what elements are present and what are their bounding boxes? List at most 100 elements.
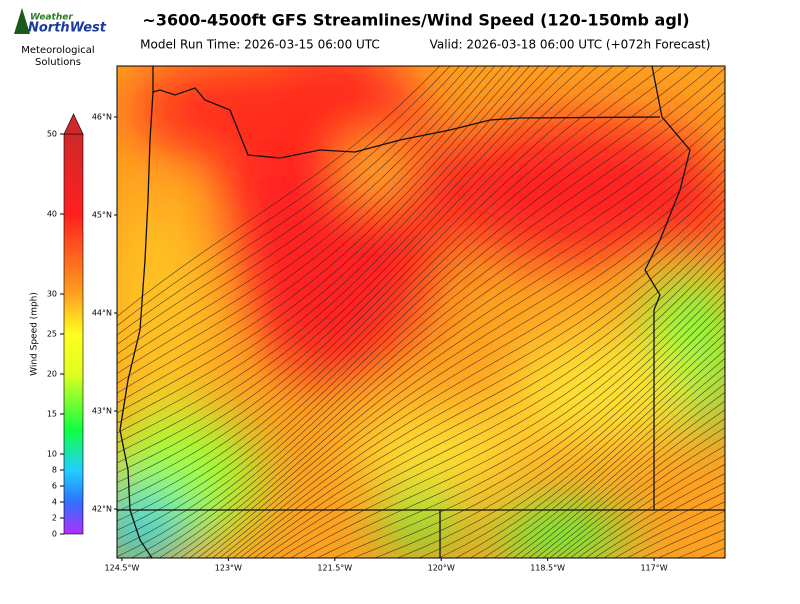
streamline	[246, 225, 725, 558]
streamline	[158, 115, 725, 558]
streamline	[593, 482, 725, 558]
streamline	[117, 66, 513, 394]
streamline	[117, 66, 441, 317]
streamline	[204, 169, 725, 558]
streamline	[469, 349, 725, 558]
y-tick-label: 42°N	[92, 504, 112, 513]
streamline	[493, 366, 725, 558]
streamline	[145, 103, 725, 558]
colorbar: Wind Speed (mph) 0 2 4 6 8 10 15 20 25 30 40 50	[30, 113, 84, 539]
streamline	[396, 317, 725, 558]
y-tick-label: 46°N	[92, 112, 112, 121]
x-tick-label: 123°W	[215, 564, 242, 573]
streamline	[239, 216, 725, 558]
colorbar-tick-label: 4	[52, 498, 57, 507]
model-run: Model Run Time: 2026-03-15 06:00 UTC	[140, 38, 380, 52]
streamline	[117, 66, 496, 374]
streamline	[117, 66, 487, 365]
streamline	[776, 0, 800, 600]
x-tick-label: 120°W	[428, 564, 455, 573]
streamline	[225, 198, 725, 558]
coastline	[119, 91, 154, 558]
streamline	[603, 491, 725, 558]
streamline	[117, 66, 561, 444]
y-tick-label: 44°N	[92, 308, 112, 317]
colorbar-tick-label: 20	[47, 370, 57, 379]
streamline	[117, 66, 585, 464]
streamline	[788, 0, 800, 600]
streamline	[577, 463, 725, 558]
logo: Weather NorthWest Meteorological Solutio…	[14, 8, 107, 68]
streamline	[333, 292, 725, 558]
streamline	[542, 418, 725, 558]
streamline	[728, 0, 800, 600]
colorbar-tick-label: 50	[47, 130, 57, 139]
streamline	[585, 473, 725, 558]
streamline	[752, 0, 800, 600]
colorbar-label: Wind Speed (mph)	[30, 292, 40, 376]
streamline	[117, 66, 461, 336]
logo-line: Meteorological	[21, 45, 94, 56]
streamline	[418, 325, 725, 558]
streamline	[614, 501, 725, 558]
logo-line: Solutions	[35, 57, 81, 68]
streamline	[117, 66, 550, 434]
valid-time: Valid: 2026-03-18 06:00 UTC (+072h Forec…	[430, 38, 711, 52]
streamline	[117, 66, 630, 493]
colorbar-tick-label: 25	[47, 330, 57, 339]
streamline	[188, 148, 725, 558]
colorbar-tick-label: 15	[47, 410, 57, 419]
streamline	[232, 207, 725, 558]
logo-top: Weather	[30, 13, 73, 23]
streamline	[117, 66, 614, 483]
streamline	[117, 79, 725, 557]
streamline	[437, 333, 725, 558]
x-tick-label: 118.5°W	[530, 564, 565, 573]
border	[644, 66, 691, 510]
map-frame	[116, 65, 726, 559]
streamline	[562, 445, 725, 558]
border	[152, 66, 661, 159]
streamline	[716, 0, 800, 600]
streamline	[180, 137, 725, 558]
streamline	[197, 158, 725, 558]
streamline	[117, 66, 599, 474]
streamline	[117, 66, 714, 540]
streamline	[117, 66, 451, 327]
streamline	[569, 454, 725, 558]
streamline	[117, 66, 504, 384]
streamline	[117, 66, 470, 345]
streamline	[503, 374, 725, 558]
streamline	[117, 66, 665, 512]
streamline	[352, 300, 725, 558]
colorbar-tick-label: 8	[52, 466, 57, 475]
colorbar-ramp	[63, 133, 84, 535]
streamline	[117, 66, 530, 414]
streamline	[117, 66, 682, 522]
streamline	[117, 66, 572, 454]
streamline	[117, 66, 521, 404]
streamline	[261, 243, 725, 558]
streamline	[374, 309, 725, 558]
x-tick-label: 121.5°W	[317, 564, 352, 573]
colorbar-tick-label: 10	[47, 450, 57, 459]
colorbar-tick-label: 6	[52, 482, 57, 491]
streamline	[764, 0, 800, 600]
colorbar-tick-label: 40	[47, 210, 57, 219]
streamline	[316, 284, 725, 558]
streamline	[130, 91, 725, 558]
y-tick-label: 45°N	[92, 210, 112, 219]
x-tick-label: 124.5°W	[105, 564, 140, 573]
streamline	[169, 126, 725, 558]
colorbar-tick-label: 30	[47, 290, 57, 299]
colorbar-tick-label: 2	[52, 514, 57, 523]
streamline	[218, 188, 725, 558]
streamline	[212, 179, 725, 558]
streamline	[117, 67, 725, 549]
streamline	[253, 234, 725, 558]
streamline	[520, 391, 725, 558]
streamline	[626, 510, 725, 558]
